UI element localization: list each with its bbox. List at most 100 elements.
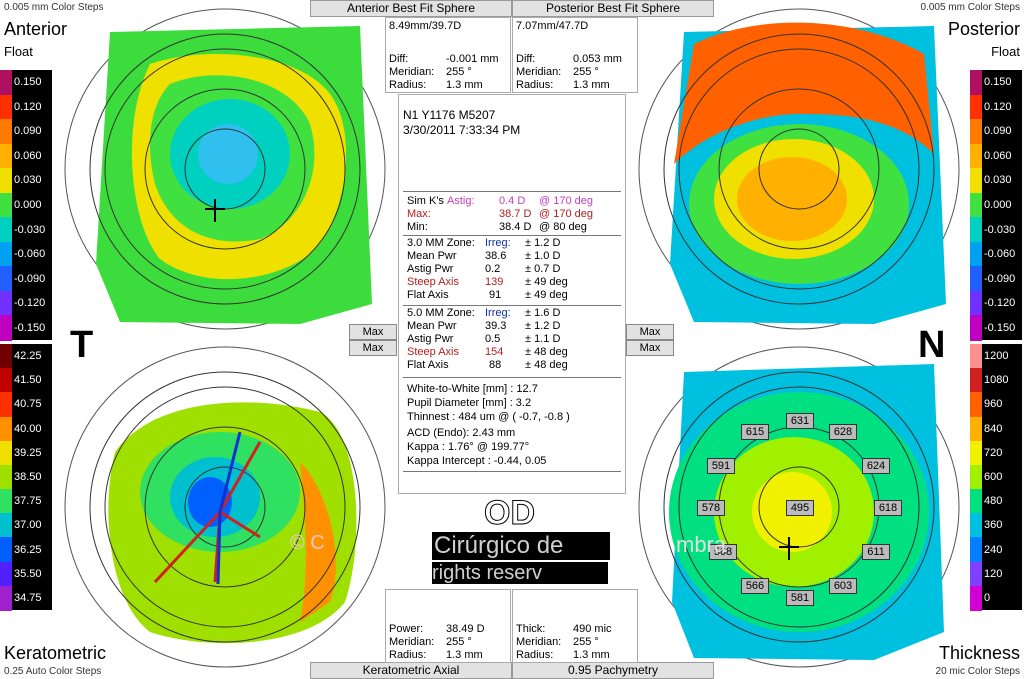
zone5-flat: 88 [489,359,502,371]
pachymetry-point: 615 [741,424,769,440]
scale-swatch [0,315,12,341]
max-button-thickness[interactable]: Max [626,340,674,356]
scale-swatch [0,344,12,370]
scale-label: 0.030 [984,174,1012,187]
scale-swatch [0,416,12,442]
separator [403,191,621,192]
posterior-bfs-value: 7.07mm/47.7D [516,20,589,32]
exam-id: N1 Y1176 M5207 [403,108,496,122]
posterior-subtitle: Float [991,44,1020,59]
scale-swatch [970,368,982,394]
scale-label: 37.75 [14,495,42,508]
scale-label: 1080 [984,374,1009,387]
posterior-float-map[interactable] [634,4,964,334]
scale-swatch [0,368,12,394]
astig-axis-lines [153,441,262,584]
min-degree: @ 80 deg [539,221,587,233]
scale-swatch [0,192,12,219]
zone3-astig-label: Astig Pwr [407,263,454,275]
pachymetry-point: 618 [874,500,902,516]
scale-swatch [970,315,982,341]
scale-label: -0.120 [14,297,46,310]
nasal-letter: N [918,324,946,366]
anterior-bfs-header[interactable]: Anterior Best Fit Sphere [310,0,512,17]
scale-swatch [0,168,12,194]
scale-label: -0.090 [14,272,46,285]
zone3-irreg-label: Irreg: [485,237,511,249]
scale-label: 34.75 [14,591,42,604]
zone5-flat-pm: ± 48 deg [525,359,568,371]
scale-swatch [970,464,982,491]
max-button-posterior[interactable]: Max [626,324,674,340]
scale-label: 0.120 [14,100,42,113]
anterior-diff-label: Diff: [389,53,409,65]
zone5-astig-pm: ± 1.1 D [525,333,561,345]
anterior-title: Anterior [4,19,68,39]
scale-label: 840 [984,422,1003,435]
anterior-float-map[interactable] [60,4,390,334]
zone5-steep: 154 [485,346,504,358]
posterior-meridian: 255 ° [573,66,599,78]
anterior-color-steps: 0.005 mm Color Steps [4,2,104,13]
zone5-astig: 0.5 [485,333,501,345]
watermark-bar: Cirúrgico de [432,532,610,560]
scale-label: 1200 [984,350,1009,363]
temporal-letter: T [70,324,94,366]
scale-swatch [0,217,12,243]
scale-swatch [970,266,982,292]
zone5-mean-pm: ± 1.2 D [525,320,561,332]
power-radius: 1.3 mm [446,649,483,661]
scale-label: 0.090 [14,125,42,138]
keratometric-axial-map[interactable] [60,342,390,672]
posterior-title: Posterior [947,19,1020,39]
max-button-keratometric[interactable]: Max [349,340,397,356]
posterior-bfs-panel: 7.07mm/47.7D Diff: 0.053 mm Meridian: 25… [512,17,638,93]
scale-swatch [0,94,12,121]
posterior-meridian-label: Meridian: [516,66,562,78]
scale-label: 240 [984,543,1003,556]
scale-swatch [0,537,12,563]
astig-degree: @ 170 deg [539,195,593,207]
pachymetry-point: 624 [862,458,890,474]
scale-label: -0.060 [984,248,1016,261]
steep-axis-line [216,431,242,585]
scale-swatch [970,94,982,121]
max-button-anterior[interactable]: Max [349,324,397,340]
pupil-diameter: Pupil Diameter [mm] : 3.2 [407,397,532,409]
scale-label: -0.060 [14,248,46,261]
pachymetry-point: 578 [697,500,725,516]
astig-value: 0.4 D [499,195,526,207]
power-meridian: 255 ° [446,636,472,648]
scale-label: -0.090 [984,272,1016,285]
scale-label: 40.75 [14,398,42,411]
scale-swatch [0,266,12,292]
kappa-intercept: Kappa Intercept : -0.44, 0.05 [407,455,547,467]
zone3-steep-pm: ± 49 deg [525,276,568,288]
keratometric-color-scale: 42.25 41.50 40.75 40.00 39.25 38.50 37.75 37.00… [0,344,52,611]
scale-swatch [0,440,12,466]
scale-label: -0.120 [984,297,1016,310]
scale-swatch [0,392,12,418]
pachymetry-point: 568 [709,544,737,560]
scale-label: 120 [984,567,1003,580]
map-ring [144,426,306,588]
zone3-astig: 0.2 [485,263,501,275]
zone5-steep-pm: ± 48 deg [525,346,568,358]
scale-label: 960 [984,398,1003,411]
scale-swatch [970,537,982,563]
acd: ACD (Endo): 2.43 mm [407,427,516,439]
posterior-bfs-header[interactable]: Posterior Best Fit Sphere [512,0,714,17]
min-value: 38.4 D [499,221,532,233]
map-ring [758,128,840,210]
power-radius-label: Radius: [389,649,427,661]
min-label: Min: [407,221,428,233]
scale-swatch [970,440,982,466]
pachymetry-point: 611 [862,544,890,560]
power-meridian-label: Meridian: [389,636,435,648]
pachymetry-point: 591 [707,458,735,474]
map-ring [89,33,361,305]
posterior-radius: 1.3 mm [573,79,610,91]
scale-label: 36.25 [14,543,42,556]
thickness-title: Thickness [938,643,1020,663]
watermark-left: © C [290,532,325,554]
